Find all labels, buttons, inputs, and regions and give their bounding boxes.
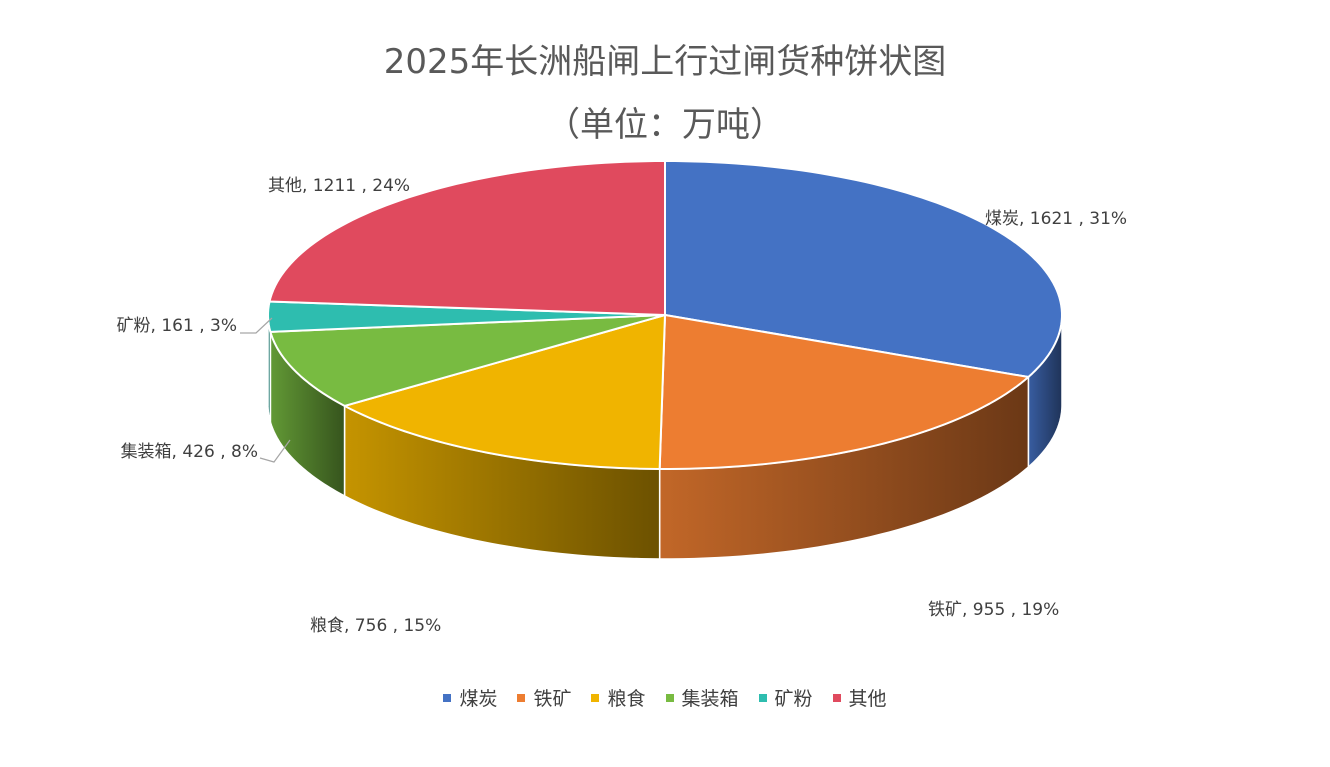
chart-subtitle: （单位：万吨） [546, 105, 784, 145]
chart-legend: 煤炭 铁矿 粮食 集装箱 矿粉 其他 [0, 684, 1330, 711]
legend-swatch-other [832, 693, 841, 702]
data-label-container: 集装箱, 426 , 8% [121, 442, 258, 462]
data-label-other: 其他, 1211 , 24% [268, 176, 410, 196]
legend-swatch-ore-powder [758, 693, 767, 702]
pie-slice-container [269, 314, 666, 407]
data-label-ore-powder: 矿粉, 161 , 3% [117, 316, 237, 336]
pie-leader-lines [240, 317, 291, 463]
legend-label-coal: 煤炭 [459, 688, 498, 710]
legend-item-ore-powder: 矿粉 [758, 684, 813, 711]
pie-tops [267, 160, 1063, 470]
data-label-iron-ore: 铁矿, 955 , 19% [928, 600, 1059, 620]
legend-swatch-grain [591, 693, 600, 702]
leader-line-container [259, 439, 291, 463]
legend-item-iron-ore: 铁矿 [517, 684, 571, 711]
pie-slice-other [268, 160, 666, 316]
pie-slice-iron-ore [658, 314, 1030, 470]
leader-line-ore-powder [240, 317, 273, 334]
legend-label-other: 其他 [848, 688, 887, 710]
pie-slice-ore-powder [267, 300, 666, 333]
legend-swatch-container [665, 693, 674, 702]
legend-label-container: 集装箱 [681, 688, 739, 710]
legend-label-ore-powder: 矿粉 [774, 688, 813, 710]
legend-label-iron-ore: 铁矿 [533, 688, 572, 710]
legend-item-other: 其他 [832, 684, 887, 711]
pie-data-labels: 煤炭, 1621 , 31% 铁矿, 955 , 19% 粮食, 756 , 15%… [117, 176, 1128, 636]
legend-swatch-iron-ore [517, 693, 526, 702]
data-label-grain: 粮食, 756 , 15% [310, 616, 441, 636]
legend-item-container: 集装箱 [665, 684, 739, 711]
legend-item-coal: 煤炭 [443, 684, 497, 711]
pie-slice-grain [343, 314, 666, 470]
data-label-coal: 煤炭, 1621 , 31% [985, 209, 1127, 229]
pie-sides [267, 314, 1063, 560]
pie-slice-coal [664, 160, 1063, 379]
chart-title: 2025年长洲船闸上行过闸货种饼状图 [383, 42, 947, 82]
legend-item-grain: 粮食 [591, 684, 646, 711]
legend-swatch-coal [443, 693, 452, 702]
legend-label-grain: 粮食 [607, 688, 646, 710]
